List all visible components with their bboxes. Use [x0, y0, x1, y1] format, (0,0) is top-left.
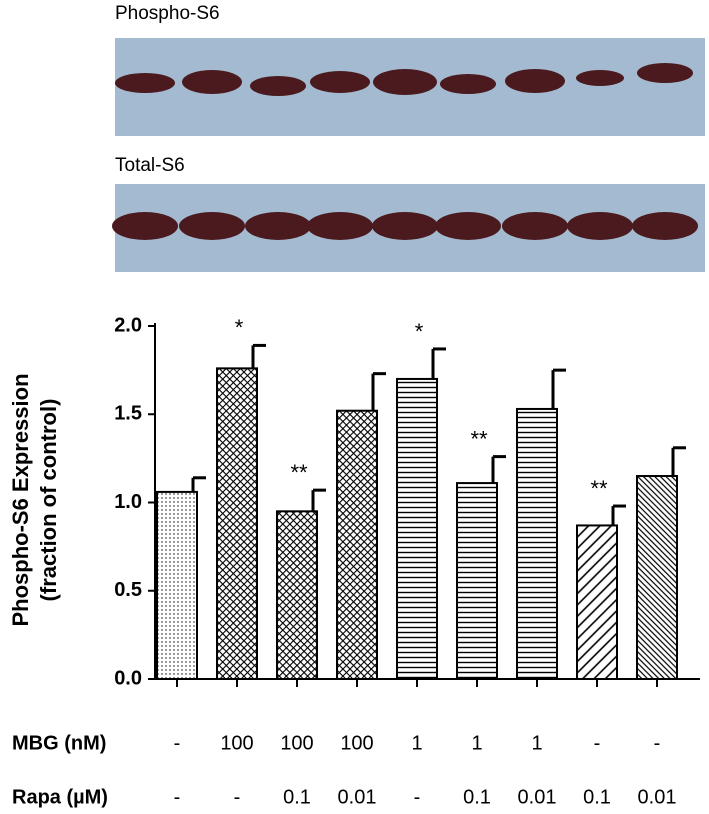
band: [182, 70, 242, 94]
band: [637, 63, 693, 83]
condition-value: 1: [531, 732, 542, 754]
bar: [216, 367, 258, 680]
condition-value: -: [174, 732, 181, 754]
band: [310, 71, 370, 93]
significance-label: **: [470, 426, 488, 451]
band: [632, 212, 698, 240]
band: [245, 212, 311, 240]
y-tick-label: 0.0: [114, 667, 142, 689]
band: [115, 73, 175, 93]
bar: [456, 482, 498, 680]
band: [502, 212, 568, 240]
significance-label: **: [590, 476, 608, 501]
condition-value: -: [174, 786, 181, 808]
bar: [516, 407, 558, 680]
condition-value: 1: [471, 732, 482, 754]
y-tick-label: 1.0: [114, 491, 142, 513]
blot-bands: [112, 63, 698, 240]
y-axis-label: (fraction of control): [36, 399, 61, 602]
condition-value: -: [654, 732, 661, 754]
condition-value: 0.1: [463, 786, 491, 808]
band: [179, 212, 245, 240]
condition-value: 100: [280, 732, 313, 754]
bar: [336, 409, 378, 680]
condition-value: 0.01: [338, 786, 377, 808]
band: [435, 212, 501, 240]
condition-name: Rapa (µM): [12, 786, 108, 808]
y-tick-label: 1.5: [114, 403, 142, 425]
condition-value: 0.01: [638, 786, 677, 808]
condition-value: 0.01: [518, 786, 557, 808]
band: [505, 69, 565, 93]
condition-value: 1: [411, 732, 422, 754]
band: [112, 212, 178, 240]
condition-value: 100: [340, 732, 373, 754]
bar: [576, 524, 618, 680]
condition-value: 0.1: [283, 786, 311, 808]
band: [567, 212, 633, 240]
bar: [396, 377, 438, 680]
y-axis-label: Phospho-S6 Expression: [8, 373, 33, 626]
bar: [156, 490, 198, 680]
blot-label: Total-S6: [115, 155, 185, 176]
band: [576, 70, 624, 86]
condition-value: 0.1: [583, 786, 611, 808]
bar: [276, 510, 318, 681]
significance-label: *: [235, 315, 244, 340]
condition-name: MBG (nM): [12, 732, 106, 754]
band: [307, 212, 373, 240]
significance-label: **: [290, 460, 308, 485]
bar: [636, 475, 678, 680]
blot-label: Phospho-S6: [115, 3, 220, 24]
band: [250, 76, 306, 96]
condition-value: -: [414, 786, 421, 808]
significance-label: *: [415, 319, 424, 344]
condition-value: -: [594, 732, 601, 754]
band: [373, 69, 437, 95]
y-tick-label: 0.5: [114, 579, 142, 601]
y-tick-label: 2.0: [114, 314, 142, 336]
band: [440, 74, 496, 94]
condition-value: 100: [220, 732, 253, 754]
condition-value: -: [234, 786, 241, 808]
band: [372, 212, 438, 240]
